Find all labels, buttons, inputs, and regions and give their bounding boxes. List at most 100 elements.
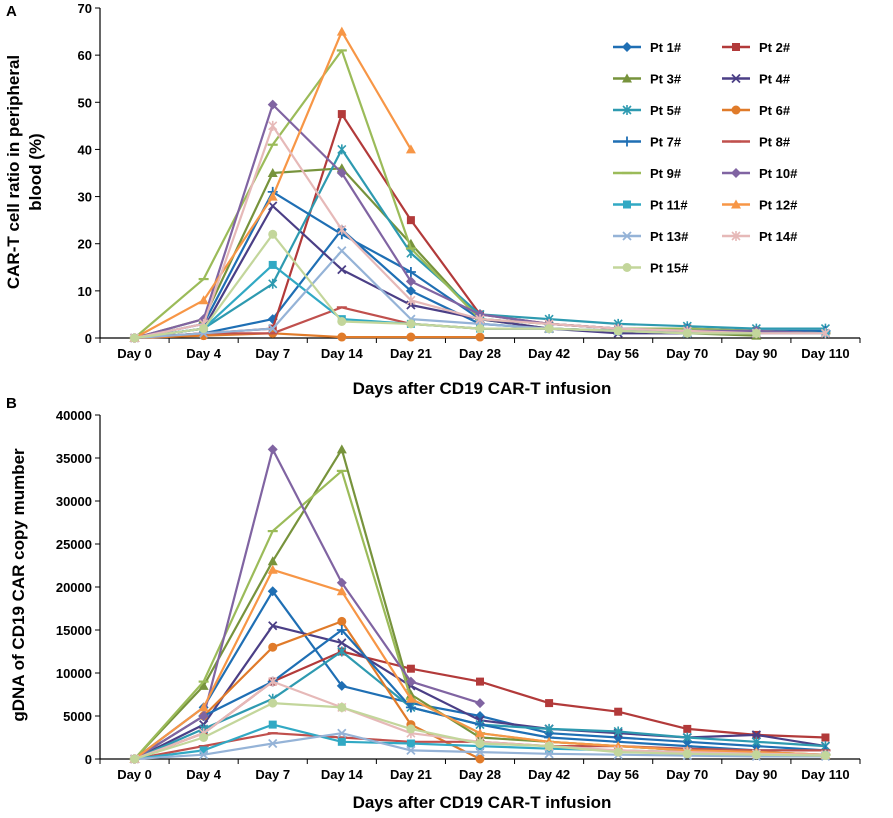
- legend-label: Pt 10#: [759, 166, 798, 181]
- panel-b-point-pt-11: [199, 746, 208, 755]
- panel-a-series-pt-10: [129, 99, 831, 343]
- panel-a-point-pt-15: [199, 324, 209, 334]
- panel-b-y-tick-label: 25000: [56, 537, 92, 552]
- panel-a-point-pt-15: [544, 324, 554, 334]
- panel-b-point-pt-4: [268, 621, 278, 631]
- legend-swatch-marker: [731, 73, 741, 84]
- legend-swatch-marker: [731, 105, 741, 115]
- legend-entry-pt-5: Pt 5#: [613, 103, 682, 118]
- panel-b-ylabel: gDNA of CD19 CAR copy mumber: [9, 448, 28, 722]
- panel-a-point-pt-15: [337, 317, 347, 326]
- panel-b-x-tick-label: Day 90: [735, 767, 777, 782]
- panel-a-y-tick-label: 10: [78, 284, 92, 299]
- panel-b-x-tick-label: Day 56: [597, 767, 639, 782]
- panel-a-x-tick-label: Day 4: [186, 346, 221, 361]
- panel-a-point-pt-3: [267, 168, 278, 177]
- panel-a-y-tick-label: 40: [78, 142, 92, 157]
- panel-a-series-pt-9: [129, 49, 831, 340]
- panel-a-x-tick-label: Day 0: [117, 346, 152, 361]
- legend-swatch-marker: [622, 263, 632, 272]
- panel-b-point-pt-6: [337, 616, 347, 626]
- panel-a-x-tick-label: Day 14: [321, 346, 364, 361]
- legend-swatch-marker: [731, 231, 741, 241]
- panel-b-point-pt-5: [544, 723, 554, 734]
- legend-entry-pt-1: Pt 1#: [613, 40, 682, 55]
- legend-swatch-marker: [623, 200, 631, 209]
- legend-label: Pt 5#: [650, 103, 682, 118]
- panel-a-y-tick-label: 60: [78, 48, 92, 63]
- panel-b-point-pt-2: [683, 724, 692, 733]
- panel-b-point-pt-5: [613, 726, 623, 737]
- panel-a-ylabel-line1: CAR-T cell ratio in peripheral: [4, 55, 23, 289]
- panel-a-point-pt-15: [268, 229, 278, 239]
- legend-label: Pt 9#: [650, 166, 682, 181]
- legend-swatch-marker: [622, 231, 632, 241]
- panel-b-series-pt-15: [130, 698, 830, 764]
- panel-a-x-tick-label: Day 90: [735, 346, 777, 361]
- panel-a-point-pt-15: [751, 328, 761, 338]
- panel-a-point-pt-15: [406, 319, 416, 329]
- panel-a-point-pt-10: [405, 276, 416, 287]
- panel-a-x-tick-label: Day 21: [390, 346, 432, 361]
- legend-label: Pt 13#: [650, 229, 689, 244]
- legend-swatch-marker: [732, 43, 740, 51]
- panel-b-point-pt-15: [130, 754, 140, 764]
- panel-b-point-pt-5: [751, 736, 761, 747]
- panel-a-series-pt-15: [130, 229, 761, 343]
- legend-label: Pt 12#: [759, 198, 798, 213]
- panel-a-point-pt-15: [682, 328, 692, 338]
- legend-label: Pt 4#: [759, 72, 791, 87]
- panel-a-point-pt-11: [268, 260, 277, 269]
- panel-b-x-tick-label: Day 7: [255, 767, 290, 782]
- panel-b-point-pt-13: [406, 745, 416, 756]
- panel-a-point-pt-2: [406, 216, 415, 225]
- legend-label: Pt 3#: [650, 72, 682, 87]
- legend-label: Pt 14#: [759, 229, 798, 244]
- panel-a-y-tick-label: 0: [85, 331, 92, 346]
- panel-b-x-tick-label: Day 28: [459, 767, 501, 782]
- panel-b-point-pt-12: [405, 693, 416, 703]
- legend-label: Pt 11#: [650, 198, 688, 213]
- panel-b-point-pt-15: [544, 741, 554, 751]
- panel-b-point-pt-2: [476, 677, 484, 686]
- panel-a-point-pt-12: [405, 144, 416, 154]
- panel-a-xlabel: Days after CD19 CAR-T infusion: [353, 379, 612, 398]
- panel-a-x-tick-label: Day 28: [459, 346, 501, 361]
- panel-b-point-pt-3: [336, 444, 347, 454]
- legend-entry-pt-4: Pt 4#: [722, 72, 791, 87]
- panel-b-point-pt-3: [198, 680, 209, 690]
- panel-a-point-pt-14: [337, 224, 347, 235]
- panel-b-point-pt-2: [614, 707, 623, 716]
- panel-b-series-pt-10: [129, 444, 485, 764]
- panel-a-x-tick-label: Day 56: [597, 346, 639, 361]
- legend-swatch-marker: [731, 168, 741, 178]
- panel-a-y-tick-label: 30: [78, 190, 92, 205]
- legend-swatch-marker: [622, 42, 632, 52]
- panel-b-point-pt-1: [267, 586, 278, 597]
- panel-b-point-pt-7: [336, 625, 347, 635]
- panel-a-label: A: [6, 3, 17, 20]
- panel-a-line-pt-15: [134, 233, 757, 340]
- panel-b-point-pt-13: [198, 750, 209, 760]
- panel-b-plot: 0 5000 10000 15000 20000 25000 30000 35000 40000…: [56, 408, 861, 782]
- panel-b-point-pt-4: [337, 638, 347, 648]
- panel-a-point-pt-12: [267, 191, 278, 201]
- panel-b-x-tick-label: Day 70: [666, 767, 708, 782]
- panel-b-point-pt-5: [337, 646, 347, 657]
- panel-b-point-pt-6: [268, 642, 278, 652]
- panel-b-point-pt-15: [406, 724, 416, 734]
- panel-b-y-tick-label: 5000: [63, 709, 92, 724]
- legend-label: Pt 8#: [759, 135, 791, 150]
- panel-b-point-pt-13: [337, 728, 347, 738]
- panel-a-x-tick-label: Day 70: [666, 346, 708, 361]
- panel-b-point-pt-12: [336, 586, 347, 596]
- panel-b-point-pt-13: [544, 749, 554, 759]
- legend: Pt 1# Pt 2# Pt 3# Pt 4# Pt 5# Pt 6# Pt 7# Pt 8#…: [613, 40, 798, 276]
- panel-b-point-pt-12: [198, 702, 209, 712]
- panel-a-line-pt-6: [134, 332, 480, 340]
- panel-a-line-pt-12: [133, 30, 412, 339]
- panel-b-point-pt-10: [267, 444, 278, 455]
- legend-label: Pt 2#: [759, 40, 791, 55]
- panel-b-y-tick-label: 10000: [56, 666, 92, 681]
